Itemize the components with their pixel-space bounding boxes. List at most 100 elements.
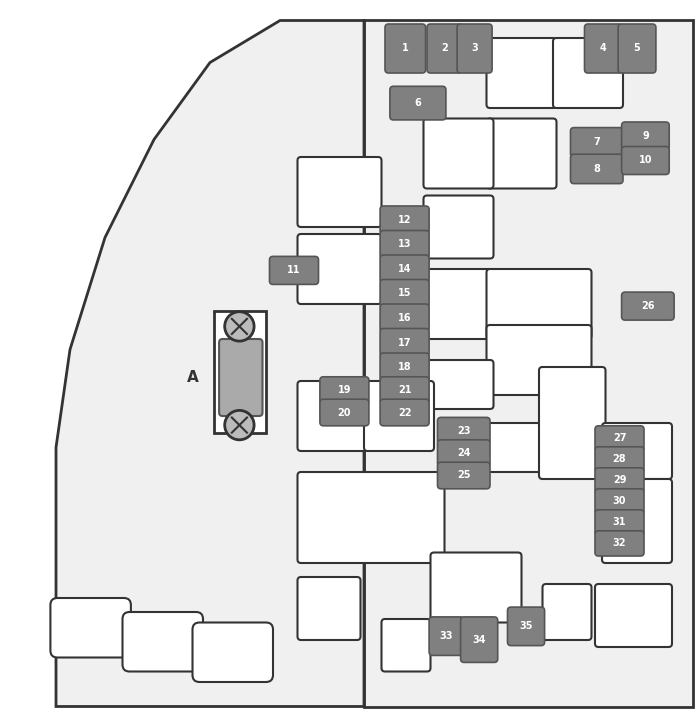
FancyBboxPatch shape — [380, 399, 429, 426]
FancyBboxPatch shape — [424, 269, 494, 339]
Text: 22: 22 — [398, 408, 412, 417]
FancyBboxPatch shape — [622, 147, 669, 174]
FancyBboxPatch shape — [193, 622, 273, 682]
FancyBboxPatch shape — [622, 292, 674, 320]
FancyBboxPatch shape — [364, 381, 434, 451]
FancyBboxPatch shape — [424, 196, 494, 259]
Text: 19: 19 — [337, 385, 351, 395]
Text: 34: 34 — [473, 635, 486, 645]
FancyBboxPatch shape — [486, 269, 592, 339]
FancyBboxPatch shape — [595, 426, 644, 451]
FancyBboxPatch shape — [427, 24, 462, 73]
Text: 7: 7 — [594, 137, 600, 148]
Text: 24: 24 — [457, 448, 470, 458]
Text: 32: 32 — [612, 539, 626, 548]
FancyBboxPatch shape — [424, 360, 494, 409]
FancyBboxPatch shape — [486, 38, 556, 108]
FancyBboxPatch shape — [364, 20, 693, 707]
FancyBboxPatch shape — [486, 325, 592, 395]
Text: 2: 2 — [441, 44, 448, 54]
FancyBboxPatch shape — [298, 157, 382, 227]
Text: 5: 5 — [634, 44, 640, 54]
FancyBboxPatch shape — [602, 423, 672, 479]
FancyBboxPatch shape — [390, 87, 446, 120]
FancyBboxPatch shape — [270, 257, 318, 284]
FancyBboxPatch shape — [380, 230, 429, 259]
Text: 17: 17 — [398, 337, 412, 348]
FancyBboxPatch shape — [219, 339, 262, 416]
Text: 31: 31 — [612, 518, 626, 527]
FancyBboxPatch shape — [429, 617, 464, 656]
FancyBboxPatch shape — [486, 423, 542, 472]
FancyBboxPatch shape — [298, 472, 444, 563]
FancyBboxPatch shape — [486, 119, 556, 188]
FancyBboxPatch shape — [380, 304, 429, 332]
Text: 28: 28 — [612, 454, 626, 465]
Text: 25: 25 — [457, 470, 470, 481]
Text: 23: 23 — [457, 426, 470, 435]
Text: 6: 6 — [414, 98, 421, 108]
FancyBboxPatch shape — [214, 311, 266, 433]
FancyBboxPatch shape — [618, 24, 656, 73]
FancyBboxPatch shape — [320, 377, 369, 403]
FancyBboxPatch shape — [553, 38, 623, 108]
FancyBboxPatch shape — [385, 24, 426, 73]
Text: 4: 4 — [600, 44, 607, 54]
Text: 33: 33 — [440, 631, 454, 641]
FancyBboxPatch shape — [457, 24, 492, 73]
Text: 14: 14 — [398, 264, 412, 274]
Text: 26: 26 — [641, 301, 654, 311]
FancyBboxPatch shape — [380, 329, 429, 356]
Text: 3: 3 — [471, 44, 478, 54]
FancyBboxPatch shape — [438, 417, 490, 444]
FancyBboxPatch shape — [50, 598, 131, 657]
Text: A: A — [187, 370, 199, 385]
FancyBboxPatch shape — [622, 122, 669, 150]
Text: 11: 11 — [287, 265, 301, 276]
FancyBboxPatch shape — [584, 24, 622, 73]
FancyBboxPatch shape — [570, 154, 623, 184]
FancyBboxPatch shape — [595, 531, 644, 556]
FancyBboxPatch shape — [595, 584, 672, 647]
FancyBboxPatch shape — [539, 367, 606, 479]
FancyBboxPatch shape — [430, 553, 522, 622]
Text: 16: 16 — [398, 313, 412, 323]
FancyBboxPatch shape — [320, 399, 369, 426]
FancyBboxPatch shape — [461, 617, 498, 662]
Text: 9: 9 — [642, 131, 649, 141]
Text: 35: 35 — [519, 622, 533, 631]
Polygon shape — [56, 20, 364, 707]
Circle shape — [227, 412, 252, 438]
FancyBboxPatch shape — [380, 206, 429, 234]
Text: 10: 10 — [638, 156, 652, 166]
FancyBboxPatch shape — [595, 489, 644, 514]
Text: 15: 15 — [398, 289, 412, 299]
FancyBboxPatch shape — [438, 440, 490, 467]
FancyBboxPatch shape — [570, 128, 623, 157]
Circle shape — [224, 410, 255, 441]
Text: 1: 1 — [402, 44, 409, 54]
FancyBboxPatch shape — [595, 510, 644, 535]
FancyBboxPatch shape — [424, 119, 494, 188]
Text: 30: 30 — [612, 497, 626, 507]
Text: 8: 8 — [594, 164, 600, 174]
FancyBboxPatch shape — [602, 479, 672, 563]
FancyBboxPatch shape — [298, 381, 368, 451]
FancyBboxPatch shape — [380, 377, 429, 403]
FancyBboxPatch shape — [380, 353, 429, 381]
Text: 29: 29 — [612, 475, 626, 486]
FancyBboxPatch shape — [380, 255, 429, 283]
FancyBboxPatch shape — [542, 584, 592, 640]
FancyBboxPatch shape — [122, 612, 203, 672]
FancyBboxPatch shape — [508, 607, 545, 646]
Text: 12: 12 — [398, 215, 412, 225]
Circle shape — [227, 314, 252, 339]
Circle shape — [224, 311, 255, 342]
FancyBboxPatch shape — [438, 462, 490, 489]
Text: 18: 18 — [398, 362, 412, 372]
Text: 27: 27 — [612, 433, 626, 443]
FancyBboxPatch shape — [595, 467, 644, 493]
FancyBboxPatch shape — [298, 234, 382, 304]
FancyBboxPatch shape — [382, 619, 430, 672]
Text: 20: 20 — [337, 408, 351, 417]
